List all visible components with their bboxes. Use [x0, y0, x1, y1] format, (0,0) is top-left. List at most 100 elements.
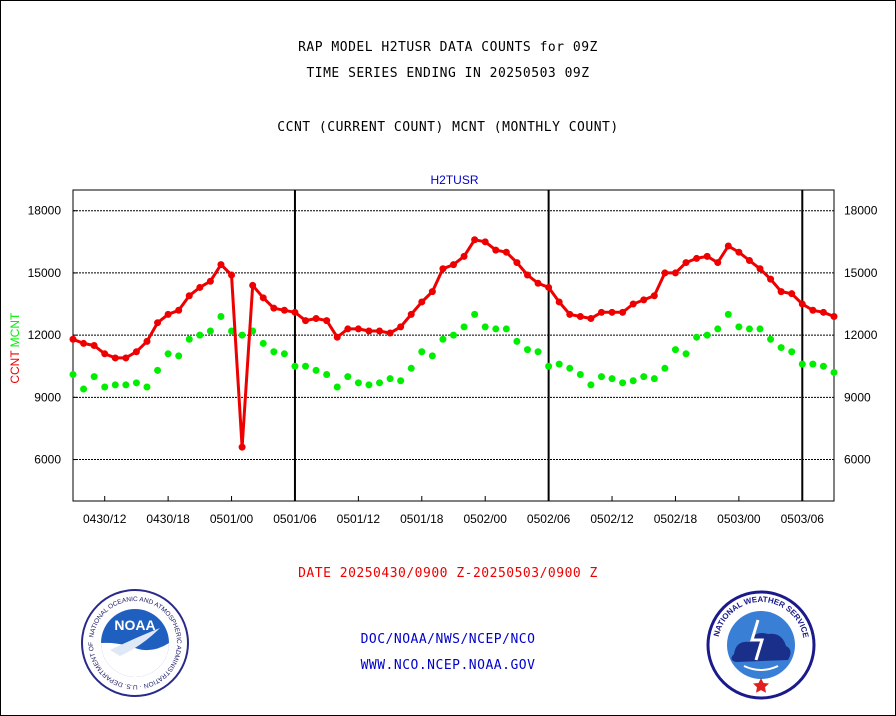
series-ccnt [69, 236, 838, 451]
data-point-ccnt [523, 271, 531, 279]
y-tick-label-right: 15000 [844, 266, 878, 280]
x-tick-label: 0503/00 [717, 512, 761, 526]
y-tick-label-right: 18000 [844, 204, 878, 218]
x-tick-label: 0502/18 [654, 512, 698, 526]
data-point-mcnt [798, 360, 806, 368]
data-point-ccnt [619, 308, 627, 316]
data-point-mcnt [777, 344, 785, 352]
data-point-ccnt [164, 310, 172, 318]
data-point-ccnt [819, 308, 827, 316]
data-point-mcnt [534, 348, 542, 356]
data-point-mcnt [566, 364, 574, 372]
data-point-mcnt [196, 331, 204, 339]
data-point-mcnt [587, 381, 595, 389]
data-point-mcnt [629, 377, 637, 385]
data-point-mcnt [724, 310, 732, 318]
data-point-ccnt [555, 298, 563, 306]
noaa-logo: NATIONAL OCEANIC AND ATMOSPHERIC ADMINIS… [80, 588, 189, 697]
data-point-mcnt [661, 364, 669, 372]
data-point-ccnt [428, 288, 436, 296]
data-point-ccnt [756, 265, 764, 273]
data-point-ccnt [545, 283, 553, 291]
data-point-ccnt [566, 310, 574, 318]
y-axis-left: 6000 9000 12000 15000 18000 [28, 204, 77, 467]
data-point-mcnt [344, 373, 352, 381]
data-point-mcnt [745, 325, 753, 333]
data-point-ccnt [206, 277, 214, 285]
data-point-ccnt [703, 252, 711, 260]
data-point-mcnt [90, 373, 98, 381]
data-point-mcnt [132, 379, 140, 387]
data-point-mcnt [333, 383, 341, 391]
data-point-ccnt [80, 339, 88, 347]
data-point-ccnt [101, 350, 109, 358]
data-point-ccnt [777, 288, 785, 296]
x-tick-label: 0502/00 [464, 512, 508, 526]
data-point-mcnt [101, 383, 109, 391]
y-tick-label-left: 15000 [28, 266, 62, 280]
data-point-ccnt [608, 308, 616, 316]
data-point-ccnt [724, 242, 732, 250]
y-axis-label-mcnt: MCNT [8, 312, 22, 347]
data-point-mcnt [640, 373, 648, 381]
data-point-mcnt [502, 325, 510, 333]
data-point-mcnt [143, 383, 151, 391]
data-point-mcnt [154, 366, 162, 374]
data-point-ccnt [830, 312, 838, 320]
data-point-ccnt [154, 319, 162, 327]
data-point-ccnt [597, 308, 605, 316]
x-tick-label: 0430/18 [146, 512, 190, 526]
x-tick-label: 0501/18 [400, 512, 444, 526]
data-point-ccnt [354, 325, 362, 333]
data-point-ccnt [534, 279, 542, 287]
data-point-ccnt [217, 261, 225, 269]
series-mcnt [69, 310, 838, 393]
data-point-ccnt [798, 300, 806, 308]
data-point-ccnt [228, 271, 236, 279]
data-point-ccnt [365, 327, 373, 335]
data-point-mcnt [80, 385, 88, 393]
data-point-ccnt [650, 292, 658, 300]
nws-logo: NATIONAL WEATHER SERVICE [706, 590, 816, 700]
data-point-ccnt [481, 238, 489, 246]
data-point-ccnt [122, 354, 130, 362]
x-tick-label: 0503/06 [781, 512, 825, 526]
data-point-ccnt [312, 315, 320, 323]
data-point-ccnt [185, 292, 193, 300]
chart-legend-description: CCNT (CURRENT COUNT) MCNT (MONTHLY COUNT… [277, 120, 619, 135]
data-point-ccnt [767, 275, 775, 283]
data-point-ccnt [714, 259, 722, 267]
data-point-mcnt [460, 323, 468, 331]
plot-area [72, 189, 835, 502]
data-point-mcnt [270, 348, 278, 356]
data-point-ccnt [249, 281, 257, 289]
data-point-mcnt [671, 346, 679, 354]
data-point-ccnt [90, 342, 98, 349]
day-dividers [293, 190, 804, 501]
data-point-ccnt [502, 248, 510, 256]
data-point-mcnt [809, 360, 817, 368]
data-point-ccnt [344, 325, 352, 333]
data-point-ccnt [418, 298, 426, 306]
data-point-mcnt [450, 331, 457, 339]
data-point-mcnt [238, 331, 246, 339]
data-point-ccnt [238, 443, 246, 451]
data-point-mcnt [608, 375, 616, 383]
x-tick-label: 0501/00 [210, 512, 254, 526]
data-point-ccnt [323, 317, 331, 325]
data-point-mcnt [703, 331, 711, 339]
data-point-ccnt [640, 296, 648, 304]
data-point-mcnt [682, 350, 690, 358]
data-point-ccnt [397, 323, 405, 331]
data-point-mcnt [280, 350, 288, 358]
data-point-ccnt [671, 269, 679, 277]
data-point-mcnt [386, 375, 394, 383]
website-label: WWW.NCO.NCEP.NOAA.GOV [360, 658, 536, 673]
data-point-mcnt [767, 335, 775, 343]
x-tick-label: 0501/12 [337, 512, 381, 526]
data-point-ccnt [576, 312, 584, 320]
data-point-mcnt [312, 366, 320, 374]
data-point-mcnt [376, 379, 384, 387]
data-point-mcnt [217, 312, 225, 320]
data-point-mcnt [819, 362, 827, 370]
